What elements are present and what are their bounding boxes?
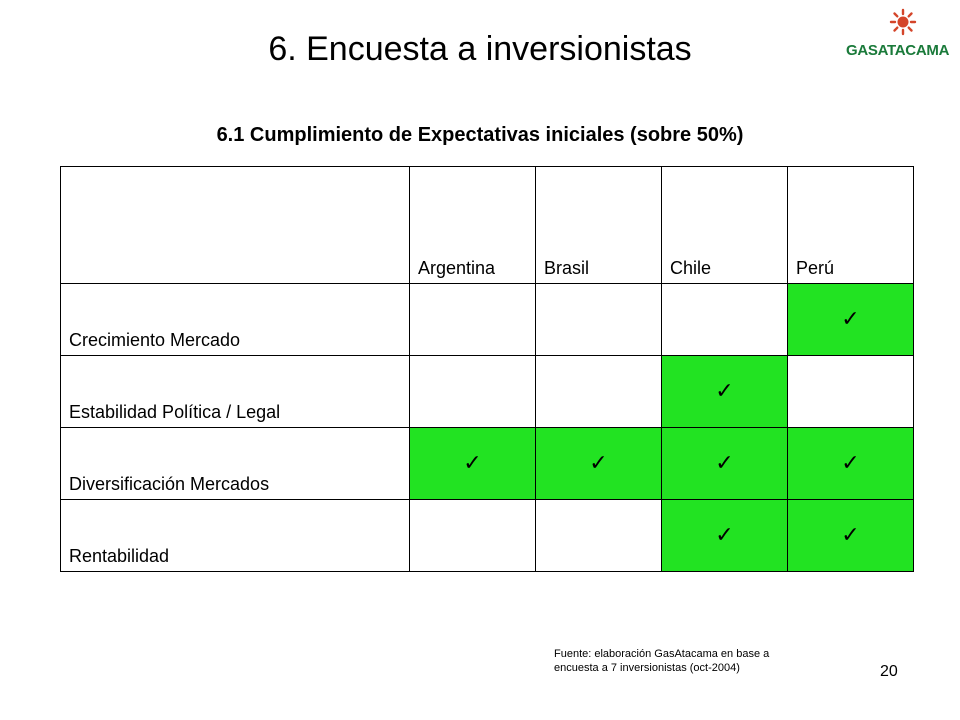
cell-chile bbox=[661, 283, 788, 356]
table-row: Crecimiento Mercado ✓ bbox=[60, 283, 914, 356]
header-chile: Chile bbox=[661, 166, 788, 284]
expectations-table: Argentina Brasil Chile Perú Crecimiento … bbox=[60, 166, 914, 572]
row-label: Crecimiento Mercado bbox=[60, 283, 410, 356]
cell-brasil bbox=[535, 283, 662, 356]
table-row: Estabilidad Política / Legal ✓ bbox=[60, 355, 914, 428]
cell-argentina bbox=[409, 499, 536, 572]
header-row: Argentina Brasil Chile Perú bbox=[60, 166, 914, 284]
table-subtitle: 6.1 Cumplimiento de Expectativas inicial… bbox=[216, 124, 744, 146]
row-label: Rentabilidad bbox=[60, 499, 410, 572]
table-row: Rentabilidad ✓ ✓ bbox=[60, 499, 914, 572]
cell-argentina bbox=[409, 355, 536, 428]
cell-chile: ✓ bbox=[661, 499, 788, 572]
checkmark-icon: ✓ bbox=[841, 306, 860, 332]
row-label: Diversificación Mercados bbox=[60, 427, 410, 500]
cell-brasil bbox=[535, 355, 662, 428]
table-row: Diversificación Mercados ✓ ✓ ✓ ✓ bbox=[60, 427, 914, 500]
cell-chile: ✓ bbox=[661, 427, 788, 500]
gasatacama-logo: GASATACAMA bbox=[846, 8, 956, 68]
header-corner-cell bbox=[60, 166, 410, 284]
header-peru: Perú bbox=[787, 166, 914, 284]
header-argentina: Argentina bbox=[409, 166, 536, 284]
sun-logo-icon bbox=[889, 8, 917, 36]
row-label: Estabilidad Política / Legal bbox=[60, 355, 410, 428]
cell-peru: ✓ bbox=[787, 283, 914, 356]
checkmark-icon: ✓ bbox=[715, 450, 734, 476]
cell-brasil: ✓ bbox=[535, 427, 662, 500]
checkmark-icon: ✓ bbox=[715, 378, 734, 404]
cell-peru: ✓ bbox=[787, 427, 914, 500]
source-note: Fuente: elaboración GasAtacama en base a… bbox=[554, 648, 770, 674]
cell-peru bbox=[787, 355, 914, 428]
cell-chile: ✓ bbox=[661, 355, 788, 428]
checkmark-icon: ✓ bbox=[841, 522, 860, 548]
checkmark-icon: ✓ bbox=[463, 450, 482, 476]
header-brasil: Brasil bbox=[535, 166, 662, 284]
cell-argentina bbox=[409, 283, 536, 356]
checkmark-icon: ✓ bbox=[715, 522, 734, 548]
slide-title: 6. Encuesta a inversionistas bbox=[268, 30, 692, 68]
checkmark-icon: ✓ bbox=[589, 450, 608, 476]
checkmark-icon: ✓ bbox=[841, 450, 860, 476]
cell-argentina: ✓ bbox=[409, 427, 536, 500]
cell-brasil bbox=[535, 499, 662, 572]
page-number: 20 bbox=[880, 663, 898, 680]
logo-wordmark: GASATACAMA bbox=[846, 42, 950, 59]
cell-peru: ✓ bbox=[787, 499, 914, 572]
